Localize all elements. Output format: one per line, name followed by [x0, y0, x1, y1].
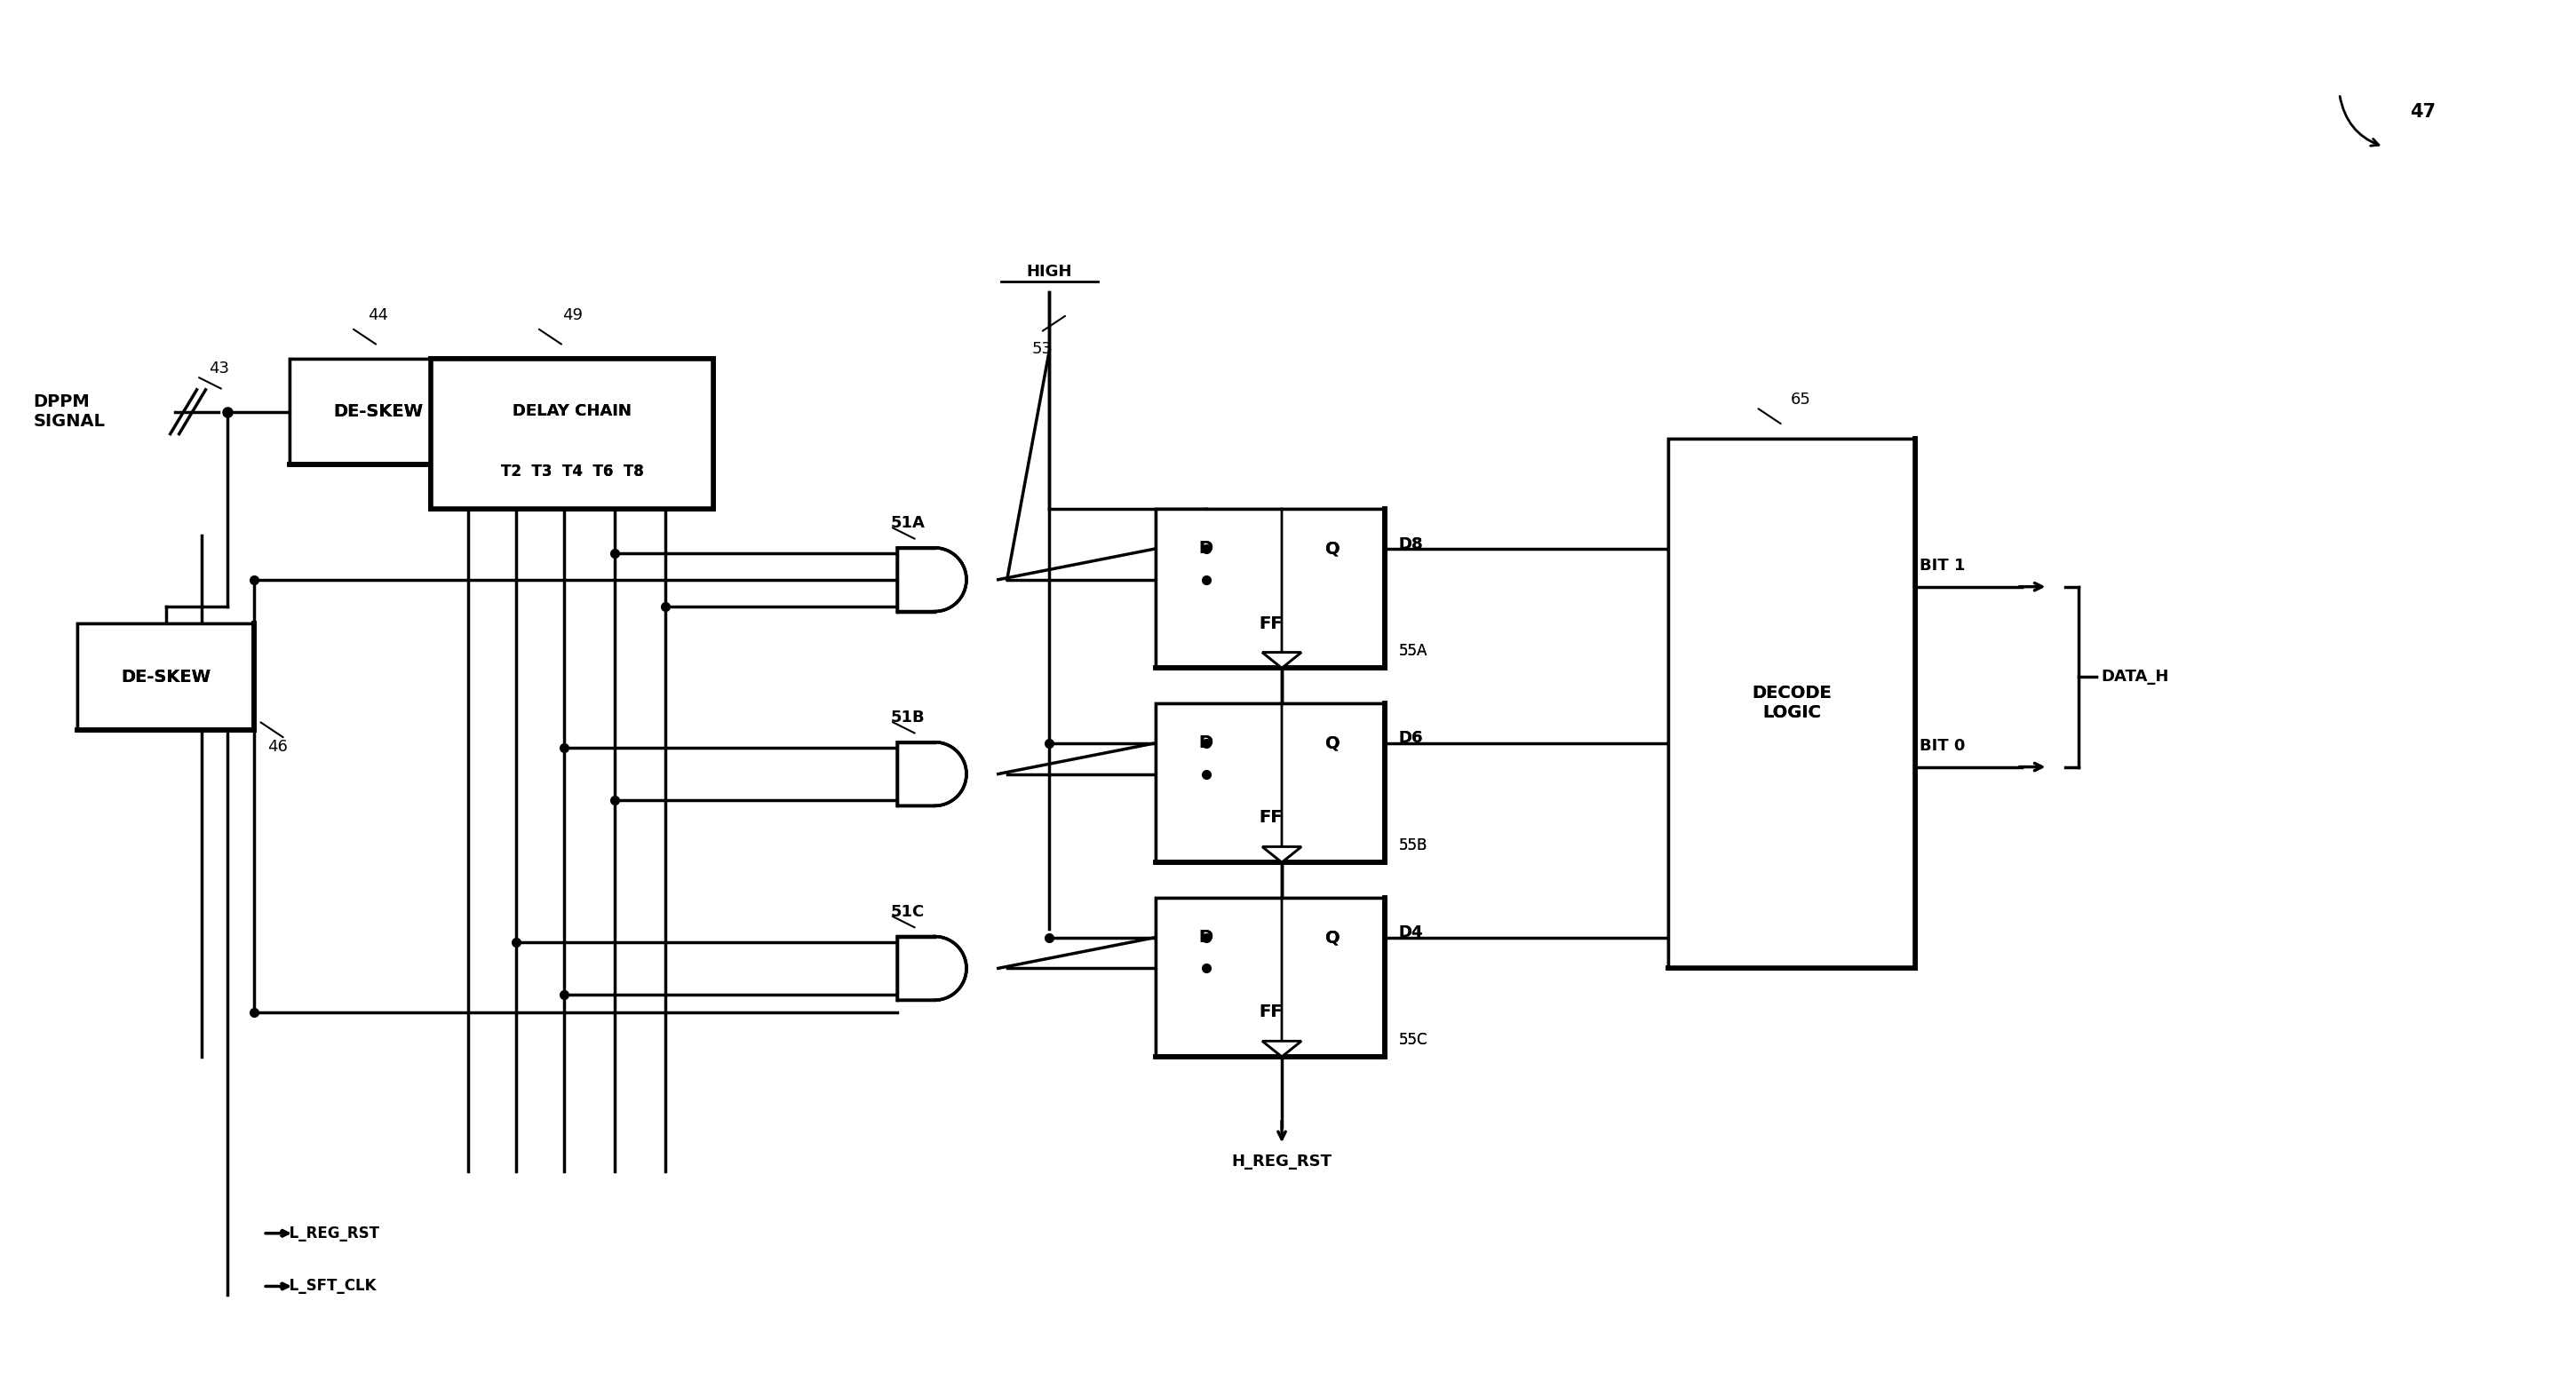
Text: DPPM
SIGNAL: DPPM SIGNAL [33, 394, 106, 430]
Text: T2  T3  T4  T6  T8: T2 T3 T4 T6 T8 [500, 463, 644, 479]
Text: FF: FF [1260, 1004, 1283, 1020]
Text: 53: 53 [1033, 341, 1051, 357]
Polygon shape [1262, 1041, 1301, 1057]
Polygon shape [1262, 847, 1301, 863]
PathPatch shape [896, 743, 966, 805]
Text: Q: Q [1324, 734, 1340, 751]
PathPatch shape [896, 547, 966, 611]
Text: Q: Q [1324, 928, 1340, 946]
Text: 65: 65 [1790, 391, 1811, 408]
Text: 55A: 55A [1399, 644, 1427, 659]
Text: → L_REG_RST: → L_REG_RST [273, 1226, 379, 1241]
Text: DE-SKEW: DE-SKEW [121, 669, 211, 685]
PathPatch shape [896, 743, 966, 805]
Bar [1157, 704, 1386, 863]
Bar [77, 624, 255, 730]
Text: D8: D8 [1399, 536, 1422, 551]
Text: DECODE
LOGIC: DECODE LOGIC [1752, 685, 1832, 722]
Text: 44: 44 [368, 307, 389, 324]
Text: 55C: 55C [1399, 1032, 1427, 1048]
Bar [289, 359, 466, 465]
Text: D8: D8 [1399, 536, 1422, 551]
Text: BIT 1: BIT 1 [1919, 557, 1965, 574]
Text: 49: 49 [562, 307, 582, 324]
Bar [430, 359, 714, 510]
Text: 55B: 55B [1399, 838, 1427, 853]
Text: FF: FF [1260, 810, 1283, 826]
Text: DE-SKEW: DE-SKEW [121, 669, 211, 685]
Text: FF: FF [1260, 616, 1283, 632]
Bar [430, 359, 714, 510]
Bar [1667, 438, 1917, 969]
Text: FF: FF [1260, 616, 1283, 632]
Text: DATA_H: DATA_H [2102, 669, 2169, 685]
Text: D6: D6 [1399, 730, 1422, 747]
Text: 46: 46 [268, 738, 289, 755]
Text: → L_SFT_CLK: → L_SFT_CLK [273, 1279, 376, 1294]
Text: Q: Q [1324, 540, 1340, 557]
Text: 51C: 51C [891, 903, 925, 920]
Polygon shape [1262, 847, 1301, 863]
Text: Q: Q [1324, 928, 1340, 946]
Polygon shape [1262, 1041, 1301, 1057]
Polygon shape [1262, 652, 1301, 667]
PathPatch shape [896, 937, 966, 1000]
Text: 43: 43 [209, 360, 229, 377]
Text: Q: Q [1324, 734, 1340, 751]
Text: D4: D4 [1399, 924, 1422, 941]
Bar [1667, 438, 1917, 969]
Text: FF: FF [1260, 1004, 1283, 1020]
Bar [289, 359, 466, 465]
Bar [1157, 510, 1386, 667]
Polygon shape [1262, 652, 1301, 667]
Bar [1157, 898, 1386, 1057]
PathPatch shape [896, 547, 966, 611]
Text: 51B: 51B [891, 709, 925, 726]
Text: D: D [1198, 734, 1213, 751]
Text: DECODE
LOGIC: DECODE LOGIC [1752, 685, 1832, 722]
PathPatch shape [896, 937, 966, 1000]
Text: DELAY CHAIN: DELAY CHAIN [513, 403, 631, 419]
Text: 55C: 55C [1399, 1032, 1427, 1048]
Text: D: D [1198, 928, 1213, 946]
Text: D: D [1198, 734, 1213, 751]
Bar [77, 624, 255, 730]
Text: 47: 47 [2411, 102, 2437, 120]
Bar [1157, 898, 1386, 1057]
Text: DELAY CHAIN: DELAY CHAIN [513, 403, 631, 419]
Bar [1157, 510, 1386, 667]
Text: HIGH: HIGH [1028, 264, 1072, 279]
Text: BIT 0: BIT 0 [1919, 737, 1965, 754]
Text: FF: FF [1260, 810, 1283, 826]
Bar [430, 359, 714, 510]
Text: DE-SKEW: DE-SKEW [332, 403, 422, 420]
Text: 51A: 51A [891, 515, 925, 530]
Text: D6: D6 [1399, 730, 1422, 747]
Text: D: D [1198, 928, 1213, 946]
Text: 55A: 55A [1399, 644, 1427, 659]
Text: Q: Q [1324, 540, 1340, 557]
Text: H_REG_RST: H_REG_RST [1231, 1154, 1332, 1170]
Text: D4: D4 [1399, 924, 1422, 941]
Text: T2  T3  T4  T6  T8: T2 T3 T4 T6 T8 [500, 463, 644, 479]
Bar [1157, 704, 1386, 863]
Text: D: D [1198, 540, 1213, 557]
Text: 55B: 55B [1399, 838, 1427, 853]
Text: D: D [1198, 540, 1213, 557]
Text: DE-SKEW: DE-SKEW [332, 403, 422, 420]
